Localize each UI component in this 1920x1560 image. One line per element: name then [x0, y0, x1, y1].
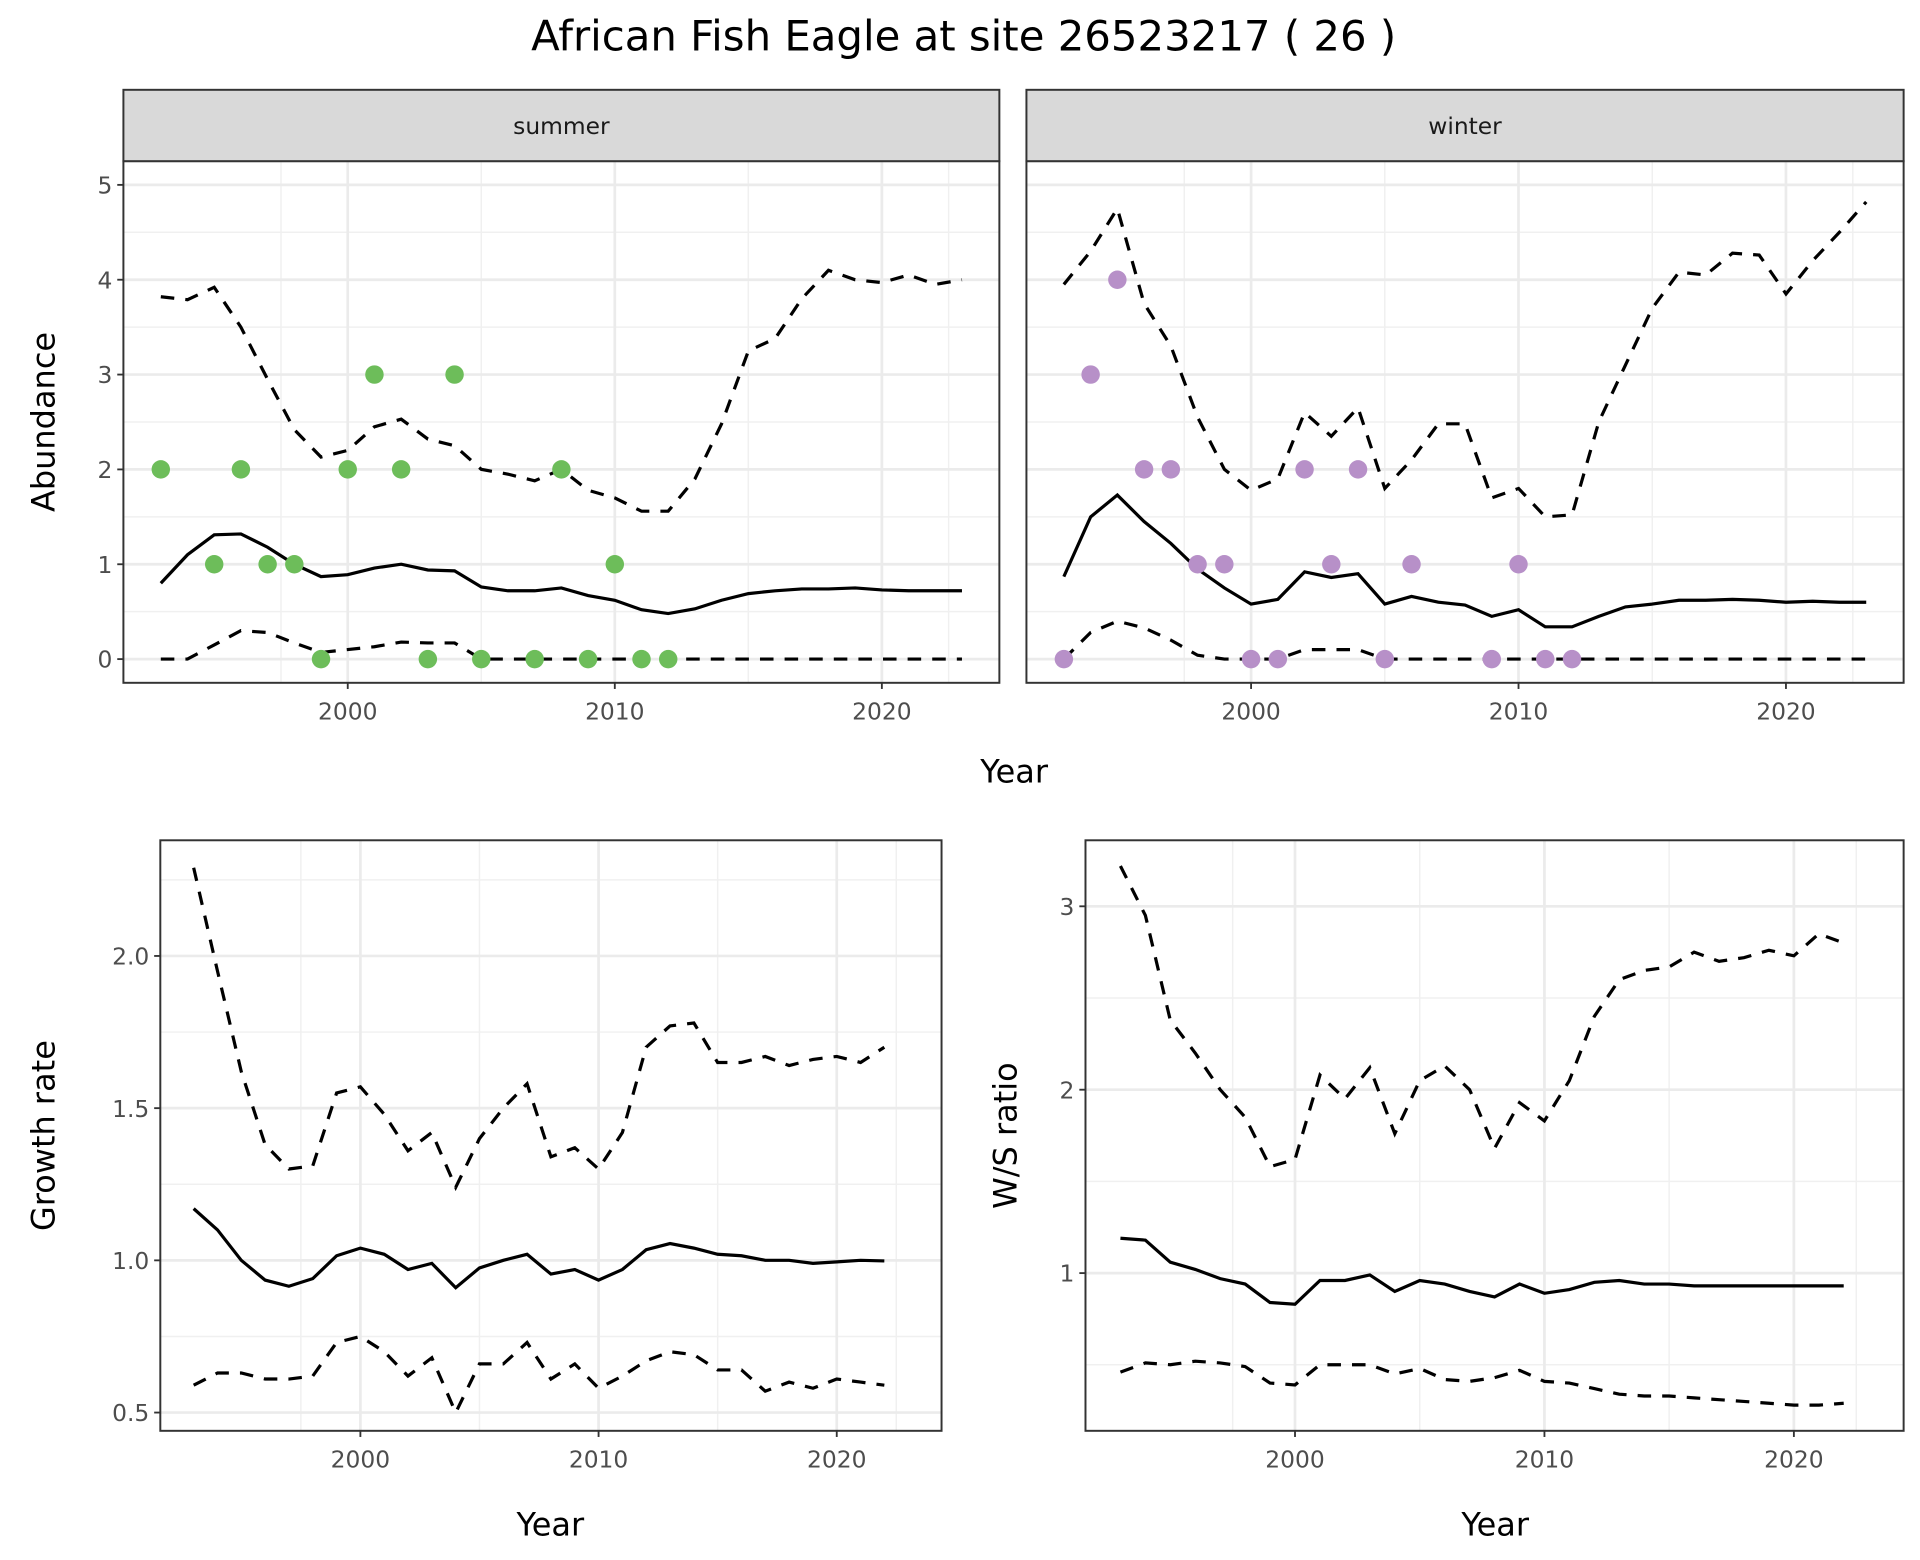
facet-strip — [1025, 88, 1905, 163]
mean-line — [192, 1207, 885, 1290]
y-tick-label: 0 — [97, 646, 112, 674]
x-tick-label: 2010 — [569, 1446, 628, 1474]
data-point — [1482, 649, 1502, 669]
y-axis-title: Growth rate — [25, 1040, 63, 1231]
data-point — [231, 460, 251, 479]
data-point — [204, 555, 224, 574]
data-point — [525, 649, 544, 669]
data-point — [445, 365, 464, 384]
data-point — [1295, 460, 1314, 479]
y-tick-label: 2.0 — [112, 943, 149, 971]
data-point — [1134, 460, 1154, 479]
y-tick-label: 4 — [97, 266, 112, 294]
facet-strip — [122, 88, 1001, 163]
plot-background — [160, 840, 942, 1431]
data-point — [1375, 649, 1395, 669]
panel-winter: 2000 2010 2020 winter — [1025, 88, 1905, 726]
plot-background — [1085, 840, 1904, 1431]
lower-bound-line — [1062, 619, 1867, 661]
data-point — [1054, 649, 1074, 669]
x-tick-label: 2020 — [1756, 698, 1815, 726]
data-point — [418, 649, 438, 669]
x-tick-label: 2000 — [331, 1446, 390, 1474]
data-point — [151, 460, 171, 479]
y-tick-label: 2 — [1060, 1076, 1075, 1104]
data-point — [605, 555, 625, 574]
panel-ratio: 2000 2010 2020 1 2 3 W/S ratio Year — [987, 839, 1905, 1543]
x-axis-title: Year — [1460, 1505, 1530, 1543]
y-axis-title: W/S ratio — [987, 1062, 1025, 1209]
data-point — [1108, 270, 1127, 289]
x-tick-label: 2020 — [807, 1446, 866, 1474]
data-point — [1241, 649, 1261, 669]
data-point — [1536, 649, 1555, 669]
data-point — [1268, 649, 1288, 669]
shared-x-axis-title: Year — [979, 752, 1049, 790]
y-tick-label: 1.0 — [112, 1247, 149, 1275]
data-point — [1348, 460, 1368, 479]
panel-growth: 2000 2010 2020 0.5 1.0 1.5 2.0 Growth rate Year — [25, 839, 943, 1543]
y-tick-label: 0.5 — [112, 1399, 149, 1427]
data-point — [658, 649, 678, 669]
data-point — [578, 649, 598, 669]
facet-strip-label: winter — [1428, 112, 1502, 140]
panel-summer: 2000 2010 2020 0 1 2 3 4 5 summer Abundance — [25, 88, 1001, 726]
x-tick-label: 2000 — [1265, 1446, 1324, 1474]
data-point — [258, 555, 277, 574]
x-tick-label: 2010 — [585, 698, 644, 726]
data-point — [1562, 649, 1582, 669]
data-point — [1215, 555, 1234, 574]
data-point — [1322, 555, 1341, 574]
lower-bound-line — [192, 1334, 885, 1417]
figure-title: African Fish Eagle at site 26523217 ( 26… — [531, 11, 1396, 60]
data-point — [1081, 365, 1100, 384]
y-axis-title: Abundance — [25, 332, 63, 512]
data-point — [285, 555, 304, 574]
lower-bound-line — [1119, 1359, 1844, 1407]
data-point — [472, 649, 491, 669]
x-tick-label: 2000 — [1221, 698, 1280, 726]
data-point — [1188, 555, 1207, 574]
x-tick-label: 2020 — [852, 698, 911, 726]
upper-bound-line — [192, 867, 886, 1192]
panel-border — [1084, 839, 1905, 1432]
data-point — [632, 649, 651, 669]
mean-line — [1120, 1236, 1844, 1306]
data-point — [311, 649, 331, 669]
upper-bound-line — [1119, 865, 1845, 1169]
x-tick-label: 2020 — [1764, 1446, 1823, 1474]
data-point — [1509, 555, 1528, 574]
data-point — [1161, 460, 1181, 479]
facet-strip-label: summer — [513, 112, 610, 140]
x-tick-label: 2000 — [318, 698, 377, 726]
x-axis-title: Year — [515, 1505, 585, 1543]
y-tick-label: 2 — [97, 456, 112, 484]
data-point — [365, 365, 384, 384]
panel-border — [159, 839, 943, 1432]
y-tick-label: 5 — [97, 171, 112, 199]
data-point — [338, 460, 357, 479]
x-tick-label: 2010 — [1489, 698, 1548, 726]
data-point — [1402, 555, 1421, 574]
y-tick-label: 3 — [97, 361, 112, 389]
x-tick-label: 2010 — [1515, 1446, 1574, 1474]
data-point — [552, 460, 571, 479]
data-point — [391, 460, 411, 479]
y-tick-label: 1.5 — [112, 1095, 149, 1123]
y-tick-label: 3 — [1060, 893, 1075, 921]
y-tick-label: 1 — [1060, 1260, 1075, 1288]
upper-bound-line — [1062, 200, 1868, 519]
y-tick-label: 1 — [97, 551, 112, 579]
